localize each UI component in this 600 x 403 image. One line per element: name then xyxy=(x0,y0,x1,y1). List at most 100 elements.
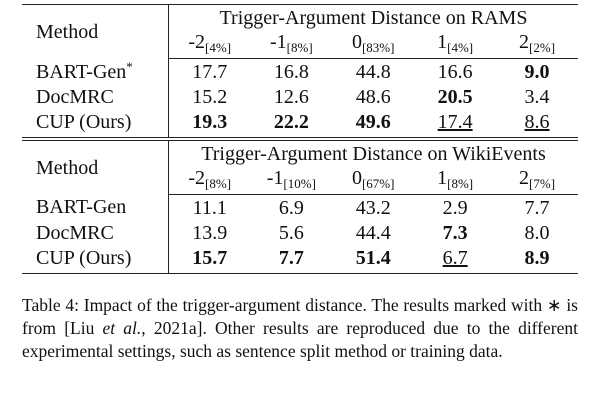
column-share: [8%] xyxy=(286,39,313,55)
value: 8.9 xyxy=(524,246,550,269)
data-row: CUP (Ours) 15.7 7.7 51.4 6.7 8.9 xyxy=(22,245,578,274)
method-cell: BART-Gen xyxy=(22,194,169,220)
value: 8.6 xyxy=(524,110,550,133)
value-cell: 2.9 xyxy=(414,195,496,221)
value: 7.3 xyxy=(442,221,468,244)
column-header: 2[2%] xyxy=(496,30,578,59)
value-cell: 16.8 xyxy=(250,59,332,85)
method-cell: CUP (Ours) xyxy=(22,109,169,137)
value-cell: 5.6 xyxy=(250,220,332,245)
value-cell: 43.2 xyxy=(332,195,414,221)
method-name: DocMRC xyxy=(36,85,114,108)
value: 44.4 xyxy=(355,221,391,244)
column-distance: -2 xyxy=(188,30,206,53)
value: 43.2 xyxy=(355,196,391,219)
column-header: -1[10%] xyxy=(250,166,333,195)
data-row: BART-Gen 11.1 6.9 43.2 2.9 7.7 xyxy=(22,194,578,221)
column-distance: 1 xyxy=(437,166,448,189)
value: 7.7 xyxy=(278,246,304,269)
value-cell: 13.9 xyxy=(169,220,251,245)
value-cell: 20.5 xyxy=(414,84,496,109)
tables: Method Trigger-Argument Distance on RAMS -… xyxy=(22,4,578,274)
column-share: [83%] xyxy=(361,39,395,55)
value: 51.4 xyxy=(355,246,391,269)
value-cell: 12.6 xyxy=(250,84,332,109)
value-cell: 17.4 xyxy=(414,109,496,137)
column-distance: 0 xyxy=(351,30,362,53)
value-cell: 49.6 xyxy=(332,109,414,137)
column-share: [10%] xyxy=(283,175,316,191)
value: 22.2 xyxy=(273,110,309,133)
value-cell: 8.6 xyxy=(496,109,578,137)
group-title: Trigger-Argument Distance on WikiEvents xyxy=(201,142,546,165)
value: 15.2 xyxy=(192,85,228,108)
data-row: DocMRC 15.2 12.6 48.6 20.5 3.4 xyxy=(22,84,578,109)
value: 5.6 xyxy=(278,221,304,244)
data-row: BART-Gen* 17.7 16.8 44.8 16.6 9.0 xyxy=(22,58,578,85)
value: 8.0 xyxy=(524,221,550,244)
value: 17.4 xyxy=(437,110,473,133)
column-distance: 2 xyxy=(519,166,530,189)
method-header: Method xyxy=(22,139,169,195)
value: 9.0 xyxy=(524,60,550,83)
header-row: -2[4%] -1[8%] 0[83%] 1[4%] 2[2%] xyxy=(22,30,578,59)
caption-text: , 2021a]. Other results are reproduced d… xyxy=(22,318,578,361)
column-header: -1[8%] xyxy=(250,30,333,59)
value-cell: 11.1 xyxy=(169,195,251,221)
value-cell: 17.7 xyxy=(169,59,251,85)
value: 19.3 xyxy=(192,110,228,133)
column-share: [4%] xyxy=(447,39,474,55)
value-cell: 7.7 xyxy=(250,245,333,274)
value-cell: 44.8 xyxy=(332,59,414,85)
value: 7.7 xyxy=(524,196,550,219)
caption-text: Table 4: Impact of the trigger-argument … xyxy=(22,295,578,338)
column-distance: -2 xyxy=(188,166,206,189)
value: 13.9 xyxy=(192,221,228,244)
value-cell: 6.7 xyxy=(414,245,497,274)
value-cell: 8.9 xyxy=(496,245,578,274)
method-name: BART-Gen xyxy=(36,196,127,219)
method-cell: BART-Gen* xyxy=(22,58,169,84)
value-cell: 15.2 xyxy=(169,84,251,109)
method-mark: * xyxy=(126,59,133,75)
method-name: BART-Gen xyxy=(36,61,127,84)
method-name: DocMRC xyxy=(36,221,114,244)
value: 49.6 xyxy=(355,110,391,133)
value: 6.9 xyxy=(278,196,304,219)
value-cell: 15.7 xyxy=(168,245,251,274)
caption: Table 4: Impact of the trigger-argument … xyxy=(22,294,578,363)
column-share: [4%] xyxy=(205,39,232,55)
value-cell: 51.4 xyxy=(332,245,415,274)
header-row: Method Trigger-Argument Distance on WikiE… xyxy=(22,139,578,195)
data-row: CUP (Ours) 19.3 22.2 49.6 17.4 8.6 xyxy=(22,109,578,137)
caption-text: et al. xyxy=(102,318,142,338)
value-cell: 48.6 xyxy=(332,84,414,109)
value: 2.9 xyxy=(442,196,468,219)
column-header: -2[4%] xyxy=(168,30,251,59)
group-title: Trigger-Argument Distance on RAMS xyxy=(219,6,528,29)
value-cell: 7.3 xyxy=(414,220,496,245)
value: 17.7 xyxy=(192,60,228,83)
column-share: [7%] xyxy=(529,175,556,191)
results-table: Method Trigger-Argument Distance on RAMS -… xyxy=(22,4,578,137)
value: 6.7 xyxy=(442,246,468,269)
column-distance: 1 xyxy=(437,30,448,53)
value: 3.4 xyxy=(524,85,550,108)
value-cell: 16.6 xyxy=(414,59,496,85)
value: 16.6 xyxy=(437,60,473,83)
column-share: [8%] xyxy=(447,175,474,191)
column-share: [67%] xyxy=(361,175,395,191)
value-cell: 22.2 xyxy=(250,109,332,137)
value-cell: 9.0 xyxy=(496,59,578,85)
header-row: -2[8%] -1[10%] 0[67%] 1[8%] 2[7%] xyxy=(22,166,578,195)
column-header: 1[4%] xyxy=(414,30,497,59)
column-header: 2[7%] xyxy=(496,166,578,195)
method-name: CUP (Ours) xyxy=(36,110,132,133)
method-name: CUP (Ours) xyxy=(36,246,132,269)
column-distance: 2 xyxy=(519,30,530,53)
column-distance: 0 xyxy=(351,166,362,189)
value-cell: 19.3 xyxy=(169,109,251,137)
value: 48.6 xyxy=(355,85,391,108)
value: 12.6 xyxy=(273,85,309,108)
